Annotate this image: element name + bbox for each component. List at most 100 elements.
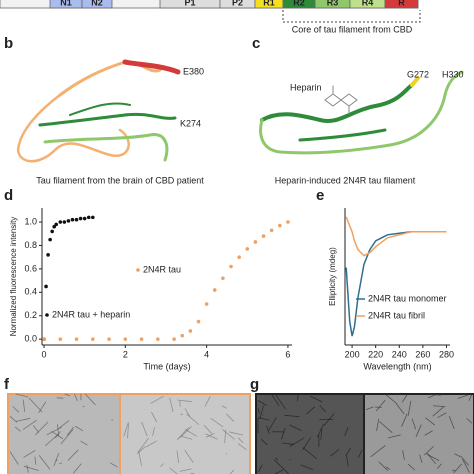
texture-fiber [221,405,227,409]
texture-fiber [319,405,326,412]
texture-fiber [419,454,423,463]
texture-fiber [323,413,335,426]
data-point [188,329,193,333]
texture-fiber [22,419,37,430]
data-point [86,215,91,220]
panel-label: e [316,187,324,204]
texture-fiber [54,431,61,439]
texture-fiber [460,455,469,466]
texture-fiber [358,449,363,459]
texture-fiber [426,453,437,465]
texture-fiber [275,394,286,410]
caption: Heparin-induced 2N4R tau filament [275,175,416,185]
texture-fiber [15,393,29,398]
texture-fiber [226,413,235,422]
legend-label: 2N4R tau + heparin [52,309,130,319]
texture-fiber [66,426,74,436]
panel-label: b [4,35,13,52]
texture-fiber [344,426,349,437]
texture-fiber [345,454,349,467]
data-point [42,337,46,341]
data-point [58,220,63,224]
texture-fiber [306,406,316,415]
data-point [48,237,52,242]
texture-fiber [179,400,181,407]
legend-label: 2N4R tau monomer [368,293,447,303]
texture-fiber [9,451,19,465]
micrograph [255,393,365,474]
texture-fiber [64,393,71,397]
texture-fiber [137,437,149,453]
x-tick-label: 4 [204,349,209,359]
data-point [54,222,59,227]
x-tick-label: 260 [415,349,430,359]
texture-fiber [396,403,405,415]
texture-fiber [453,463,462,474]
x-tick-label: 240 [392,349,407,359]
structure-label: Heparin [290,82,322,92]
texture-fiber [123,422,129,437]
texture-fiber [375,399,386,412]
texture-fiber [145,440,158,448]
texture-fiber [57,424,60,437]
domain-label: R2 [293,0,305,7]
strand [259,70,464,155]
legend-label: 2N4R tau [143,264,181,274]
texture-fiber [462,459,470,473]
micrograph [119,393,251,474]
texture-fiber [297,393,299,402]
texture-fiber [411,418,417,430]
data-point [229,264,233,269]
caption: Tau filament from the brain of CBD patie… [36,175,204,185]
texture-fiber [60,429,74,445]
texture-fiber [176,427,189,440]
texture-fiber [229,469,235,474]
data-point [46,253,50,257]
texture-fiber [415,424,422,438]
texture-fiber [205,433,218,440]
texture-fiber [260,438,268,446]
micrograph [7,393,121,474]
y-tick-label: 0.8 [24,240,37,250]
data-point [139,337,144,341]
texture-fiber [427,393,438,399]
texture-fiber [302,447,318,460]
domain-label: R4 [362,0,374,7]
x-tick-label: 6 [285,349,290,359]
texture-fiber [284,414,300,418]
domain-segment [384,0,419,9]
texture-fiber [309,395,323,403]
texture-fiber [151,411,158,423]
residue-label: G272 [407,69,429,79]
texture-fiber [329,449,340,457]
texture-fiber [109,462,118,468]
structure-b [16,59,181,163]
texture-fiber [266,425,270,434]
panel-label: c [252,35,260,52]
texture-fiber [169,467,178,474]
texture-fiber [38,455,51,470]
data-point [52,224,56,229]
data-point [269,228,274,233]
texture-fiber [58,420,70,429]
texture-fiber [184,449,194,463]
texture-fiber [225,453,228,455]
texture-fiber [169,397,174,412]
texture-fiber [365,406,374,410]
texture-fiber [257,408,260,414]
data-point [253,240,258,244]
legend-label: 2N4R tau fibril [368,310,425,320]
data-point [204,302,209,306]
texture-fiber [300,464,314,470]
texture-fiber [257,400,267,406]
texture-fiber [67,449,79,461]
data-point [278,223,282,228]
texture-fiber [44,434,59,447]
texture-fiber [23,450,36,458]
domain-label: P2 [232,0,243,7]
y-tick-label: 0.6 [24,263,37,273]
texture-fiber [32,425,40,433]
texture-fiber [317,423,324,438]
data-point [107,337,111,341]
y-tick-label: 1.0 [24,216,37,226]
